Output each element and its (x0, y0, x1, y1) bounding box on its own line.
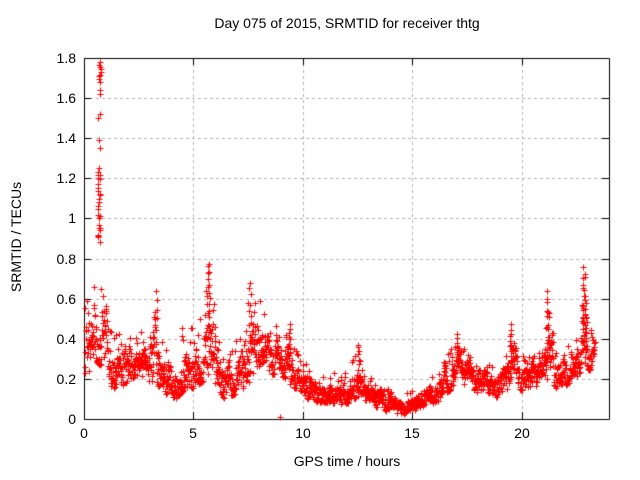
x-tick-label-15: 15 (404, 425, 420, 441)
y-tick-label-0.6: 0.6 (56, 291, 76, 307)
x-tick-label-20: 20 (514, 425, 530, 441)
x-tick-label-0: 0 (80, 425, 88, 441)
y-tick-label-0.2: 0.2 (56, 371, 76, 387)
y-axis-label: SRMTID / TECUs (8, 181, 24, 293)
y-tick-label-1.2: 1.2 (56, 170, 76, 186)
y-tick-label-0.4: 0.4 (56, 331, 76, 347)
x-tick-label-10: 10 (295, 425, 311, 441)
y-tick-label-0: 0 (68, 411, 76, 427)
y-tick-label-1.4: 1.4 (56, 130, 76, 146)
x-tick-label-5: 5 (189, 425, 197, 441)
y-tick-label-1.8: 1.8 (56, 50, 76, 66)
x-axis-label: GPS time / hours (293, 453, 401, 469)
y-tick-label-1: 1 (68, 210, 76, 226)
y-tick-label-1.6: 1.6 (56, 90, 76, 106)
chart-title: Day 075 of 2015, SRMTID for receiver tht… (214, 15, 480, 31)
y-tick-label-0.8: 0.8 (56, 251, 76, 267)
